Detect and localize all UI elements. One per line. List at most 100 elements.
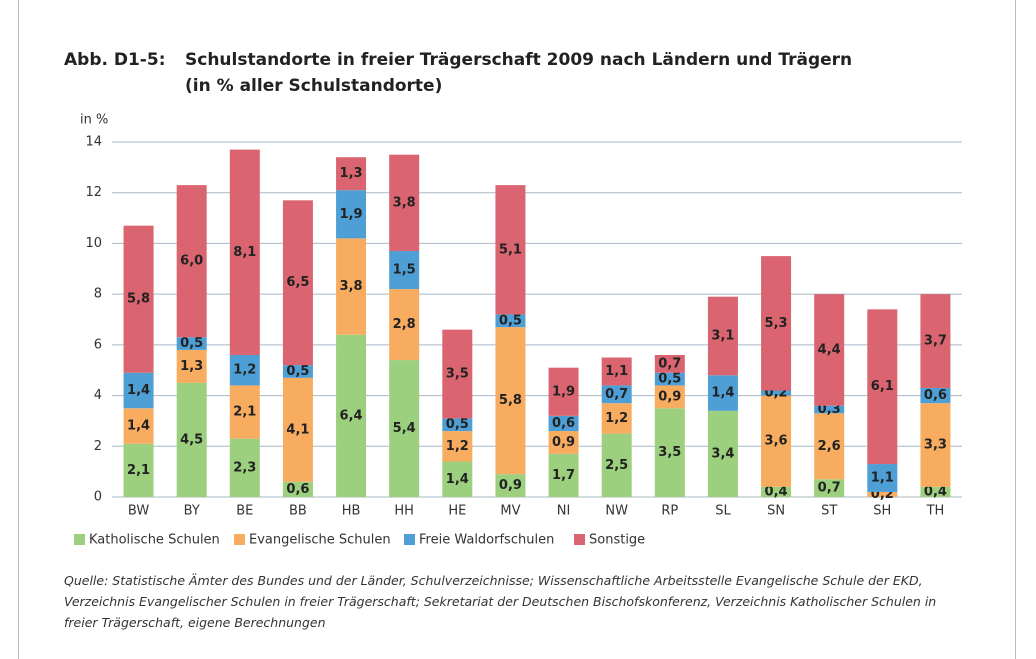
value-label: 6,4 xyxy=(340,408,363,423)
bar-segment xyxy=(548,431,579,454)
bar-segment xyxy=(229,149,260,355)
value-label: 0,6 xyxy=(924,388,947,403)
value-label: 1,2 xyxy=(233,363,256,378)
value-label: 2,6 xyxy=(818,439,841,454)
frame xyxy=(18,0,1016,659)
bar-segment xyxy=(761,390,792,396)
bar-segment xyxy=(761,395,792,487)
bar-segment xyxy=(282,200,313,366)
bar-segment xyxy=(336,190,367,239)
bar-segment xyxy=(282,377,313,482)
value-label: 0,5 xyxy=(446,417,469,432)
bar-segment xyxy=(761,256,792,391)
y-tick-label: 6 xyxy=(94,337,102,352)
value-label: 0,4 xyxy=(924,484,947,499)
bar-segment xyxy=(176,349,207,383)
bar-segment xyxy=(867,491,898,497)
bar-segment xyxy=(867,464,898,492)
value-label: 3,5 xyxy=(658,445,681,460)
bar-segment xyxy=(123,443,154,497)
value-label: 0,9 xyxy=(658,389,681,404)
legend-label: Evangelische Schulen xyxy=(249,533,391,548)
chart-subtitle: (in % aller Schulstandorte) xyxy=(185,76,442,96)
bar-segment xyxy=(442,431,473,462)
bar-segment xyxy=(123,225,154,373)
x-tick-label: MV xyxy=(500,504,520,519)
value-label: 0,6 xyxy=(286,482,309,497)
value-label: 3,6 xyxy=(765,434,788,449)
value-label: 5,4 xyxy=(393,421,416,436)
value-label: 1,2 xyxy=(605,411,628,426)
x-tick-label: SN xyxy=(767,504,785,519)
value-label: 1,4 xyxy=(711,386,734,401)
bar-segment xyxy=(176,185,207,338)
x-tick-label: BW xyxy=(128,504,149,519)
value-label: 0,4 xyxy=(765,484,788,499)
bar-segment xyxy=(442,461,473,497)
bar-segment xyxy=(336,238,367,335)
bar-segment xyxy=(814,479,845,497)
bar-segment xyxy=(389,251,420,290)
value-label: 1,2 xyxy=(446,439,469,454)
bar-segment xyxy=(920,387,951,404)
value-label: 1,4 xyxy=(127,383,150,398)
value-label: 1,1 xyxy=(871,470,894,485)
bar-segment xyxy=(229,385,260,439)
bar-segment xyxy=(336,157,367,191)
x-tick-label: HH xyxy=(394,504,414,519)
bar-segment xyxy=(548,415,579,432)
bar-segment xyxy=(654,355,685,373)
value-label: 3,7 xyxy=(924,334,947,349)
bar-segment xyxy=(495,474,526,497)
value-label: 3,5 xyxy=(446,367,469,382)
value-label: 5,1 xyxy=(499,242,522,257)
value-label: 3,1 xyxy=(711,328,734,343)
value-label: 4,1 xyxy=(286,422,309,437)
bar-segment xyxy=(229,438,260,497)
bar-segment xyxy=(336,334,367,497)
bar-segment xyxy=(389,154,420,252)
value-label: 2,1 xyxy=(127,463,150,478)
value-label: 0,5 xyxy=(658,372,681,387)
bar-segment xyxy=(814,294,845,406)
value-label: 8,1 xyxy=(233,245,256,260)
legend-swatch xyxy=(404,534,415,545)
source-note: Quelle: Statistische Ämter des Bundes un… xyxy=(64,573,937,630)
value-label: 1,5 xyxy=(393,263,416,278)
value-label: 6,1 xyxy=(871,379,894,394)
x-tick-label: TH xyxy=(926,504,945,519)
bar-segment xyxy=(389,289,420,361)
value-label: 6,5 xyxy=(286,275,309,290)
value-label: 0,7 xyxy=(605,387,628,402)
bar-segment xyxy=(123,372,154,409)
x-tick-label: NW xyxy=(605,504,628,519)
value-label: 0,6 xyxy=(552,416,575,431)
value-label: 1,4 xyxy=(446,472,469,487)
bar-segment xyxy=(867,309,898,465)
value-label: 0,9 xyxy=(499,478,522,493)
bar-segment xyxy=(442,329,473,419)
bar-segment xyxy=(601,433,632,497)
value-label: 3,4 xyxy=(711,446,734,461)
legend-label: Katholische Schulen xyxy=(89,533,220,548)
value-label: 1,3 xyxy=(180,359,203,374)
x-tick-label: NI xyxy=(557,504,571,519)
bar-segment xyxy=(601,357,632,386)
value-label: 0,9 xyxy=(552,435,575,450)
value-label: 1,9 xyxy=(340,207,363,222)
bar-segment xyxy=(176,337,207,350)
y-tick-label: 0 xyxy=(94,490,102,505)
figure-label: Abb. D1-5: xyxy=(64,50,166,70)
value-label: 2,8 xyxy=(393,317,416,332)
y-tick-label: 8 xyxy=(94,287,102,302)
legend-swatch xyxy=(74,534,85,545)
bar-segment xyxy=(654,372,685,386)
value-label: 0,5 xyxy=(286,364,309,379)
value-label: 1,4 xyxy=(127,419,150,434)
bar-segment xyxy=(123,408,154,444)
value-label: 3,3 xyxy=(924,438,947,453)
x-tick-label: BB xyxy=(289,504,307,519)
x-tick-label: SL xyxy=(715,504,731,519)
value-label: 2,3 xyxy=(233,460,256,475)
value-label: 0,7 xyxy=(818,481,841,496)
